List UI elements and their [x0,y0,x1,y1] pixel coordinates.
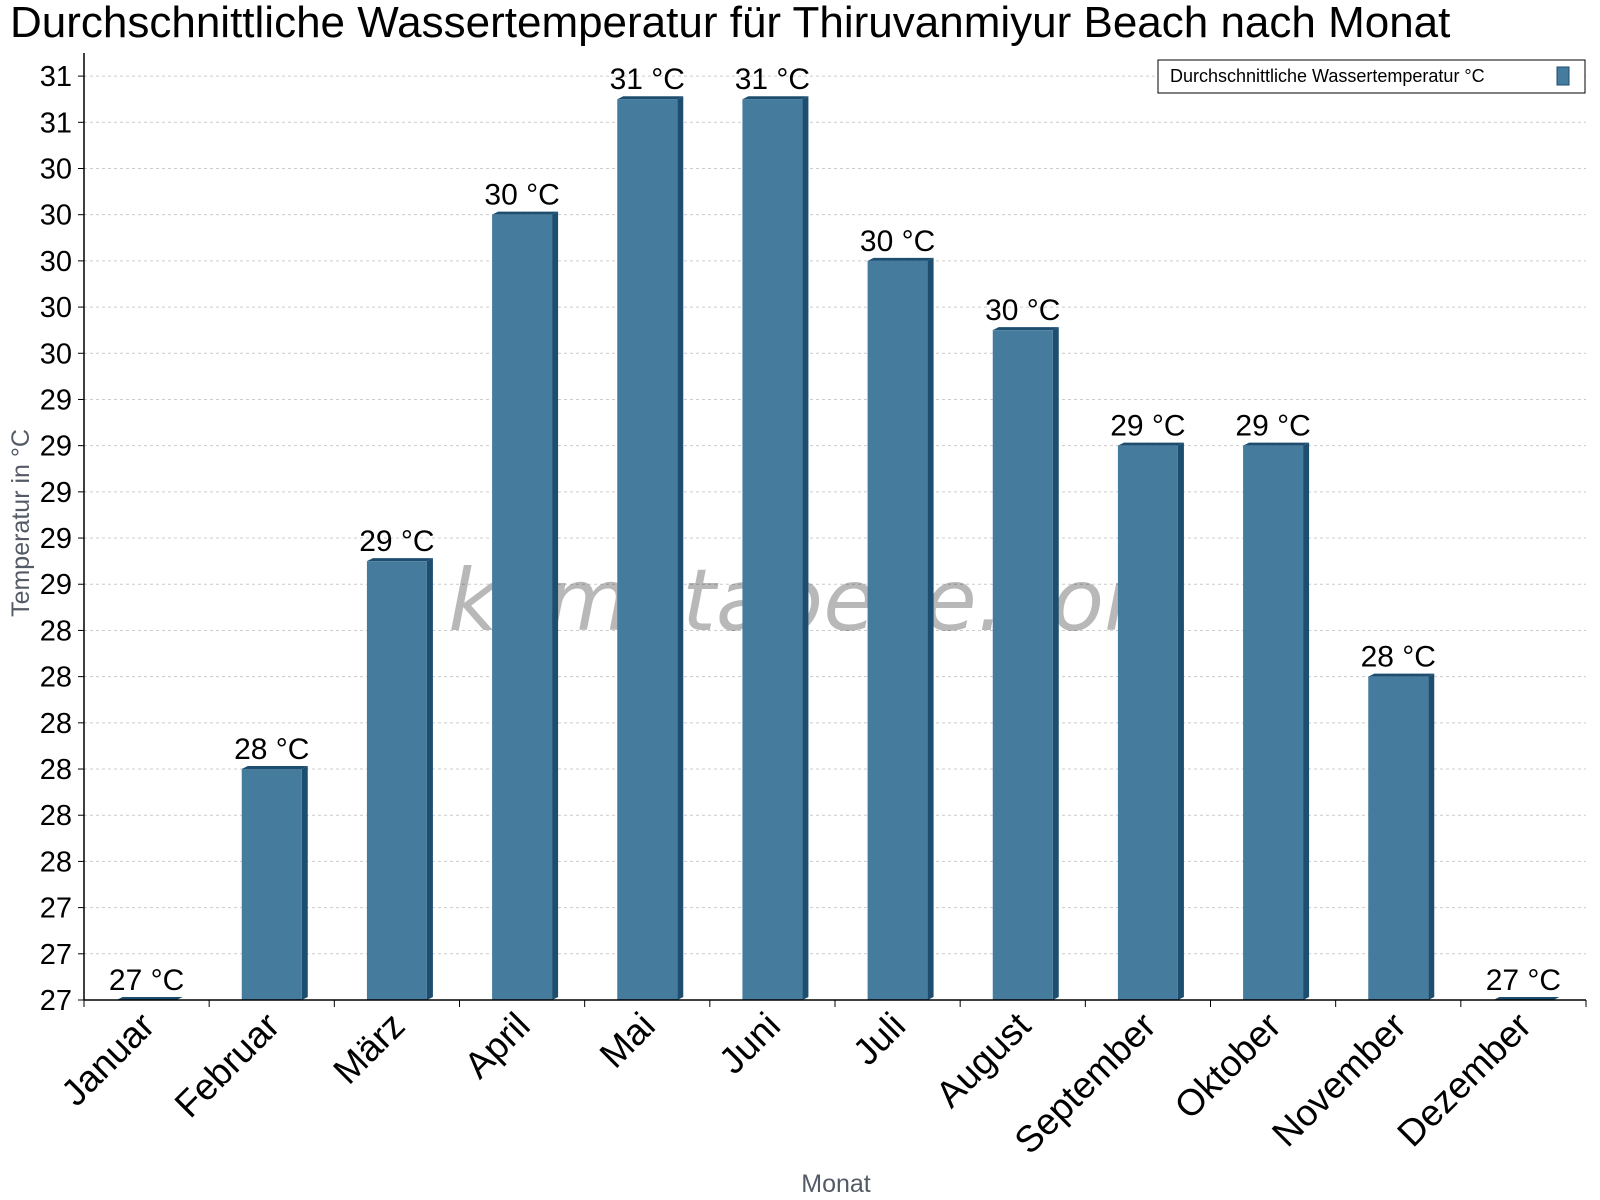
bar-side [552,211,559,1000]
y-tick-label: 30 [40,153,72,185]
x-tick-label: Februar [167,1005,288,1126]
y-tick-label: 27 [40,985,72,1017]
bar-side [802,96,809,1000]
y-tick-label: 31 [40,107,72,139]
y-tick-label: 28 [40,800,72,832]
bar-side [1303,442,1310,1000]
data-label: 29 °C [1235,410,1310,443]
y-tick-label: 29 [40,569,72,601]
data-label: 31 °C [610,63,685,96]
bar-top [492,211,559,215]
gridlines [84,75,1586,1001]
data-label: 30 °C [985,294,1060,327]
bar-side [1428,673,1435,1000]
y-tick-label: 28 [40,846,72,878]
watermark: klimatabelle.com [448,551,1188,651]
x-tick-label: Januar [53,1005,162,1114]
legend-swatch [1556,66,1570,86]
y-tick-label: 27 [40,939,72,971]
bar-top [241,766,308,770]
bar-top [1117,442,1184,446]
y-tick-labels: 27 27 27 28 28 28 28 28 28 29 29 29 29 29 30 30 30 30 30 31… [40,61,72,1017]
x-tick-label: August [928,1004,1039,1115]
bar-side [927,257,934,1000]
y-tick-label: 28 [40,615,72,647]
watermark-text: klimatabelle.com [448,551,1188,651]
data-label: 28 °C [234,733,309,766]
x-tick-label: März [325,1005,412,1092]
bar [867,260,928,1000]
data-label: 29 °C [359,525,434,558]
bar-top [1368,673,1435,677]
x-tick-label: Mai [592,1005,663,1076]
bar-top [366,558,433,562]
bar-top [992,327,1059,331]
data-label: 27 °C [109,964,184,997]
x-axis-title: Monat [801,1170,871,1198]
data-label: 30 °C [484,179,559,212]
data-label: 29 °C [1110,410,1185,443]
bar [366,561,427,1000]
bar-side [1177,442,1184,1000]
x-tick-label: April [456,1005,537,1086]
x-tick-label: Juli [845,1005,913,1073]
legend: Durchschnittliche Wassertemperatur °C [1157,59,1586,94]
bar-side [1052,327,1059,1000]
y-tick-label: 30 [40,292,72,324]
bar-top [617,96,684,100]
data-label: 28 °C [1361,641,1436,674]
y-tick-label: 30 [40,338,72,370]
bar-series [116,96,1560,1000]
bar-side [677,96,684,1000]
data-label: 31 °C [735,63,810,96]
y-tick-label: 30 [40,200,72,232]
bar-top [742,96,809,100]
x-tick-label: Oktober [1167,1005,1289,1127]
bar [1368,676,1429,1000]
bar [1243,445,1304,1000]
y-tick-label: 28 [40,754,72,786]
x-tick-label: November [1264,1005,1414,1155]
legend-label: Durchschnittliche Wassertemperatur °C [1170,66,1485,86]
bar-top [1243,442,1310,446]
x-tick-label: Dezember [1389,1005,1539,1155]
y-tick-label: 29 [40,431,72,463]
data-labels: 27 °C 28 °C 29 °C 30 °C 31 °C 31 °C 30 °C 30 °C… [109,63,1561,997]
bar-side [301,766,308,1000]
bar-top [867,257,934,261]
data-label: 27 °C [1486,964,1561,997]
bar [992,330,1053,1000]
legend-box [1157,59,1586,94]
y-tick-label: 28 [40,708,72,740]
y-tick-label: 29 [40,477,72,509]
y-tick-label: 28 [40,662,72,694]
y-tick-label: 31 [40,61,72,93]
y-tick-label: 30 [40,246,72,278]
bar [1117,445,1178,1000]
y-tick-label: 29 [40,384,72,416]
bar [617,99,678,1000]
y-tick-label: 29 [40,523,72,555]
bar-side [426,558,433,1000]
bar [492,214,553,1000]
x-tick-labels: Januar Februar März April Mai Juni Juli AugustS… [53,1004,1539,1161]
y-tick-label: 27 [40,893,72,925]
axes [78,53,1587,1007]
bar [742,99,803,1000]
data-label: 30 °C [860,225,935,258]
x-tick-label: Juni [711,1005,788,1082]
y-axis-title: Temperatur in °C [7,429,35,617]
bar [241,769,302,1000]
chart-title: Durchschnittliche Wassertemperatur für T… [10,0,1450,47]
